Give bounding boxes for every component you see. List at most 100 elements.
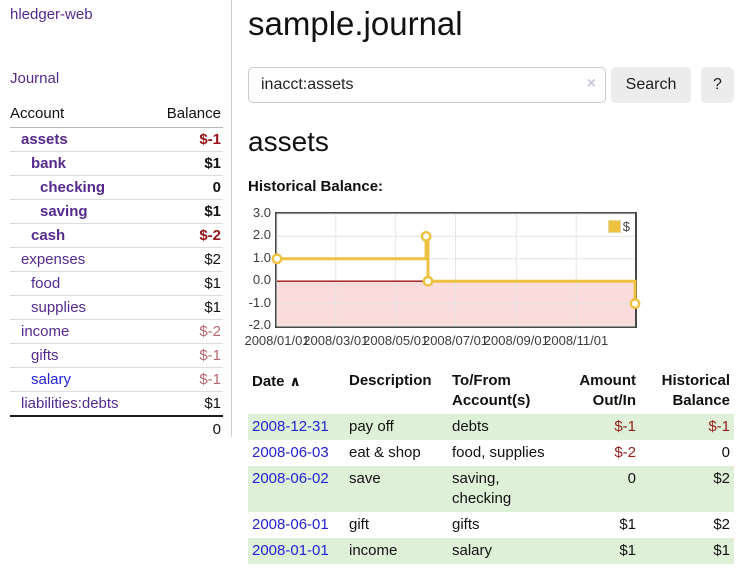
register-header-row: Date ∧ Description To/From Account(s) Amo… [248, 368, 734, 414]
register-date-cell: 2008-01-01 [248, 538, 345, 564]
register-row: 2008-01-01 income salary $1 $1 [248, 538, 734, 564]
chart-title: Historical Balance: [248, 178, 384, 195]
account-row: salary $-1 [10, 367, 223, 392]
account-name-cell: income [10, 319, 151, 344]
register-row: 2008-12-31 pay off debts $-1 $-1 [248, 414, 734, 440]
account-name-cell: gifts [10, 343, 151, 368]
account-link-assets[interactable]: assets [21, 131, 68, 148]
sidebar: hledger-web Journal Account Balance asse… [0, 0, 232, 564]
search-button[interactable]: Search [611, 67, 691, 103]
account-balance: $-1 [199, 131, 221, 148]
account-link-bank[interactable]: bank [31, 155, 67, 172]
chart-legend: $ [607, 219, 630, 234]
account-name-cell: supplies [10, 295, 151, 320]
register-amount-cell: $-2 [614, 444, 636, 461]
register-date-cell: 2008-06-03 [248, 440, 345, 466]
account-link-supplies[interactable]: supplies [31, 299, 87, 316]
x-tick-label: 2008/07/01 [422, 333, 489, 348]
account-balance: $1 [150, 151, 223, 176]
register-description-cell: income [349, 542, 398, 559]
account-link-liabilities-debts[interactable]: liabilities:debts [21, 395, 119, 412]
register-description-cell: pay off [349, 418, 394, 435]
transaction-date-link[interactable]: 2008-01-01 [252, 542, 329, 559]
accounts-table: Account Balance assets $-1 bank $1 checking 0… [10, 102, 223, 442]
account-row: income $-2 [10, 319, 223, 344]
y-tick-label: -2.0 [248, 317, 271, 332]
account-link-food[interactable]: food [31, 275, 61, 292]
account-row: cash $-2 [10, 223, 223, 248]
chart-canvas [271, 213, 641, 327]
account-row: supplies $1 [10, 295, 223, 320]
transaction-date-link[interactable]: 2008-06-02 [252, 470, 329, 487]
clear-search-icon[interactable]: × [586, 75, 596, 92]
register-accounts-cell: food, supplies [452, 444, 545, 461]
register-accounts-cell: saving, checking [452, 470, 512, 507]
account-name-cell: liabilities:debts [10, 391, 151, 416]
chart-plot: $ [271, 212, 641, 328]
account-link-saving[interactable]: saving [40, 203, 88, 220]
account-heading: assets [248, 126, 329, 157]
y-tick-label: 1.0 [252, 249, 271, 265]
account-row: expenses $2 [10, 247, 223, 272]
brand-link[interactable]: hledger-web [10, 6, 93, 23]
search-input[interactable] [248, 67, 606, 103]
transaction-date-link[interactable]: 2008-12-31 [252, 418, 329, 435]
register-amount-cell: $-1 [614, 418, 636, 435]
account-link-cash[interactable]: cash [31, 227, 66, 244]
x-tick-label: 2008/11/01 [544, 333, 609, 348]
account-balance: $1 [150, 271, 223, 296]
account-link-checking[interactable]: checking [40, 179, 106, 196]
y-tick-label: -1.0 [248, 294, 271, 310]
search-input-wrap: × [248, 67, 606, 103]
x-tick-label: 2008/05/01 [363, 333, 429, 348]
account-link-expenses[interactable]: expenses [21, 251, 86, 268]
account-row: liabilities:debts $1 [10, 391, 223, 416]
register-description-cell: save [349, 470, 381, 487]
account-row: bank $1 [10, 151, 223, 176]
y-tick-label: 0.0 [252, 272, 271, 288]
page-title: sample.journal [248, 5, 463, 42]
register-amount-cell: 0 [627, 470, 636, 487]
register-header-date[interactable]: Date ∧ [252, 373, 301, 390]
account-name-cell: checking [10, 175, 151, 200]
register-date-cell: 2008-12-31 [248, 414, 345, 440]
account-balance: $1 [150, 199, 223, 224]
account-balance: $-1 [150, 343, 223, 368]
account-link-gifts[interactable]: gifts [31, 347, 59, 364]
account-balance: $-2 [150, 223, 223, 248]
accounts-total-row: 0 [10, 415, 223, 442]
x-tick-label: 2008/01/01 [244, 333, 310, 348]
y-tick-label: 2.0 [252, 227, 271, 243]
account-name-cell: salary [10, 367, 151, 392]
register-accounts-cell: debts [452, 418, 489, 435]
account-balance: 0 [150, 175, 223, 200]
transaction-date-link[interactable]: 2008-06-03 [252, 444, 329, 461]
transaction-date-link[interactable]: 2008-06-01 [252, 516, 329, 533]
register-amount-cell: $1 [619, 542, 636, 559]
account-link-income[interactable]: income [21, 323, 70, 340]
register-header-amount: Amount Out/In [579, 372, 636, 409]
register-description-cell: eat & shop [349, 444, 421, 461]
accounts-header-account: Account [10, 102, 151, 128]
register-accounts-cell: gifts [452, 516, 480, 533]
y-tick-label: 3.0 [252, 205, 271, 220]
x-tick-label: 2008/09/01 [483, 333, 549, 348]
accounts-header-row: Account Balance [10, 102, 223, 128]
register-balance-cell: $-1 [708, 418, 730, 435]
register-balance-cell: 0 [721, 444, 730, 461]
account-row: gifts $-1 [10, 343, 223, 368]
legend-swatch-icon [607, 220, 621, 233]
account-name-cell: assets [10, 128, 150, 152]
register-balance-cell: $1 [713, 542, 730, 559]
account-balance: $-2 [150, 319, 223, 344]
nav-journal-link[interactable]: Journal [10, 70, 60, 87]
account-name-cell: expenses [10, 247, 151, 272]
register-table: Date ∧ Description To/From Account(s) Amo… [248, 368, 734, 564]
account-row: saving $1 [10, 199, 223, 224]
account-link-salary[interactable]: salary [31, 371, 72, 388]
register-header-balance: Historical Balance [661, 372, 730, 409]
account-balance: $1 [150, 295, 223, 320]
help-button[interactable]: ? [701, 67, 734, 103]
register-row: 2008-06-03 eat & shop food, supplies $-2 0 [248, 440, 734, 466]
main: sample.journal × Search ? assets Histori… [232, 0, 742, 564]
